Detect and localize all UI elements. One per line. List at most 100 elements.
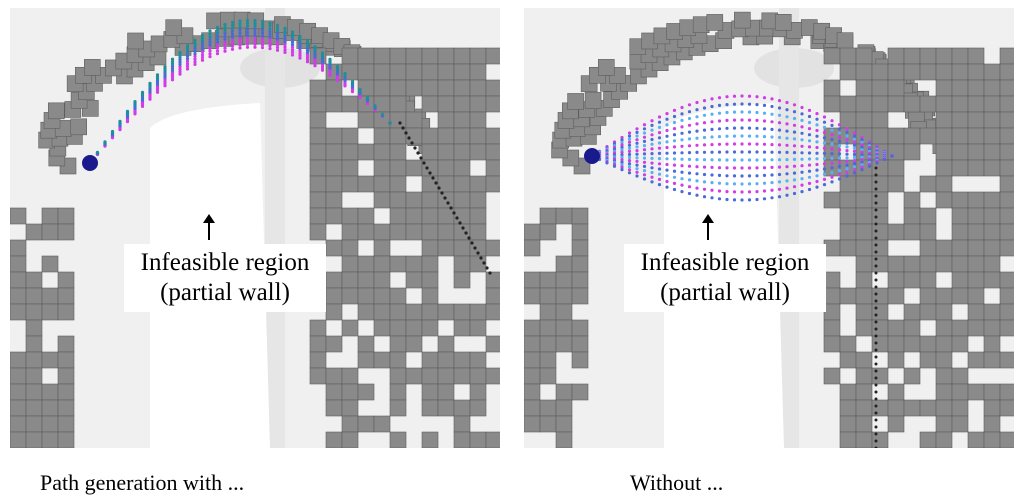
trajectory-dot [185, 64, 190, 68]
trajectory-dot [777, 113, 782, 117]
voxel [571, 351, 589, 369]
voxel [887, 79, 905, 97]
trajectory-dot [635, 145, 639, 149]
reference-path-dot [874, 418, 878, 422]
trajectory-dot [740, 150, 744, 154]
trajectory-dot [657, 151, 662, 155]
voxel [469, 367, 487, 385]
trajectory-dot [268, 24, 272, 28]
trajectory-dot [860, 143, 864, 147]
trajectory-dot [650, 142, 654, 146]
trajectory-dot [605, 161, 609, 165]
trajectory-dot [665, 140, 669, 144]
voxel [10, 367, 27, 385]
trajectory-dot [755, 126, 759, 130]
trajectory-dot [830, 133, 834, 137]
voxel [325, 143, 343, 161]
voxel [437, 175, 455, 193]
trajectory-dot [807, 163, 812, 167]
voxel [887, 159, 905, 177]
trajectory-dot [725, 142, 729, 146]
voxel [571, 319, 589, 337]
voxel [405, 159, 423, 177]
voxel [855, 111, 873, 129]
voxel [524, 239, 541, 257]
voxel [357, 415, 375, 433]
reference-path-dot [874, 243, 878, 247]
voxel [903, 367, 921, 385]
trajectory-dot [770, 135, 774, 139]
trajectory-dot [193, 52, 197, 56]
trajectory-dot [223, 37, 227, 41]
trajectory-dot [792, 103, 797, 107]
trajectory-dot [298, 49, 302, 53]
trajectory-dot [223, 34, 227, 38]
trajectory-dot [245, 36, 250, 40]
voxel [309, 191, 327, 209]
trajectory-dot [717, 96, 722, 100]
trajectory-dot [680, 157, 684, 161]
trajectory-dot [275, 29, 280, 33]
trajectory-dot [845, 156, 849, 160]
voxel [453, 415, 471, 433]
reference-path-dot [874, 180, 878, 184]
reference-path-dot [482, 261, 486, 265]
trajectory-dot [627, 146, 632, 150]
voxel [10, 239, 27, 257]
trajectory-dot [807, 127, 812, 131]
trajectory-dot [762, 197, 767, 201]
trajectory-dot [740, 190, 744, 194]
reference-path-dot [874, 194, 878, 198]
reference-path-dot [874, 390, 878, 394]
voxel [839, 399, 857, 417]
voxel [421, 47, 439, 65]
voxel [389, 255, 407, 273]
trajectory-dot [215, 46, 220, 50]
reference-path-dot [874, 306, 878, 310]
voxel [887, 287, 905, 305]
voxel [10, 351, 27, 369]
trajectory-dot [260, 19, 265, 23]
trajectory-dot [852, 143, 857, 147]
trajectory-dot [260, 22, 265, 26]
trajectory-dot [755, 103, 759, 107]
voxel [555, 287, 573, 305]
trajectory-dot [283, 37, 287, 41]
voxel [57, 303, 75, 321]
voxel [469, 79, 487, 97]
trajectory-dot [740, 126, 744, 130]
trajectory-dot [335, 64, 340, 68]
voxel [999, 399, 1014, 417]
trajectory-dot [815, 140, 819, 144]
trajectory-dot [650, 128, 654, 132]
voxel [357, 143, 375, 161]
voxel [839, 207, 857, 225]
trajectory-dot [305, 44, 310, 48]
voxel [539, 303, 557, 321]
trajectory-dot [650, 166, 654, 170]
voxel [855, 287, 873, 305]
voxel [983, 127, 1001, 145]
trajectory-dot [170, 75, 175, 80]
voxel [524, 367, 541, 385]
trajectory-dot [642, 148, 647, 152]
trajectory-dot [845, 134, 849, 138]
reference-path-dot [874, 397, 878, 401]
trajectory-dot [830, 156, 834, 160]
trajectory-dot [755, 197, 759, 202]
reference-path-dot [874, 376, 878, 380]
right-caption: Without ... [630, 470, 724, 495]
voxel [919, 63, 937, 81]
trajectory-dot [215, 49, 220, 53]
voxel [999, 207, 1014, 225]
trajectory-dot [792, 171, 797, 175]
trajectory-dot [230, 35, 235, 39]
voxel [839, 175, 857, 193]
trajectory-dot [687, 151, 692, 155]
trajectory-dot [155, 73, 160, 77]
voxel [389, 431, 407, 448]
trajectory-dot [830, 175, 834, 179]
trajectory-dot [275, 32, 280, 36]
trajectory-dot [732, 142, 737, 146]
trajectory-dot [290, 32, 295, 37]
